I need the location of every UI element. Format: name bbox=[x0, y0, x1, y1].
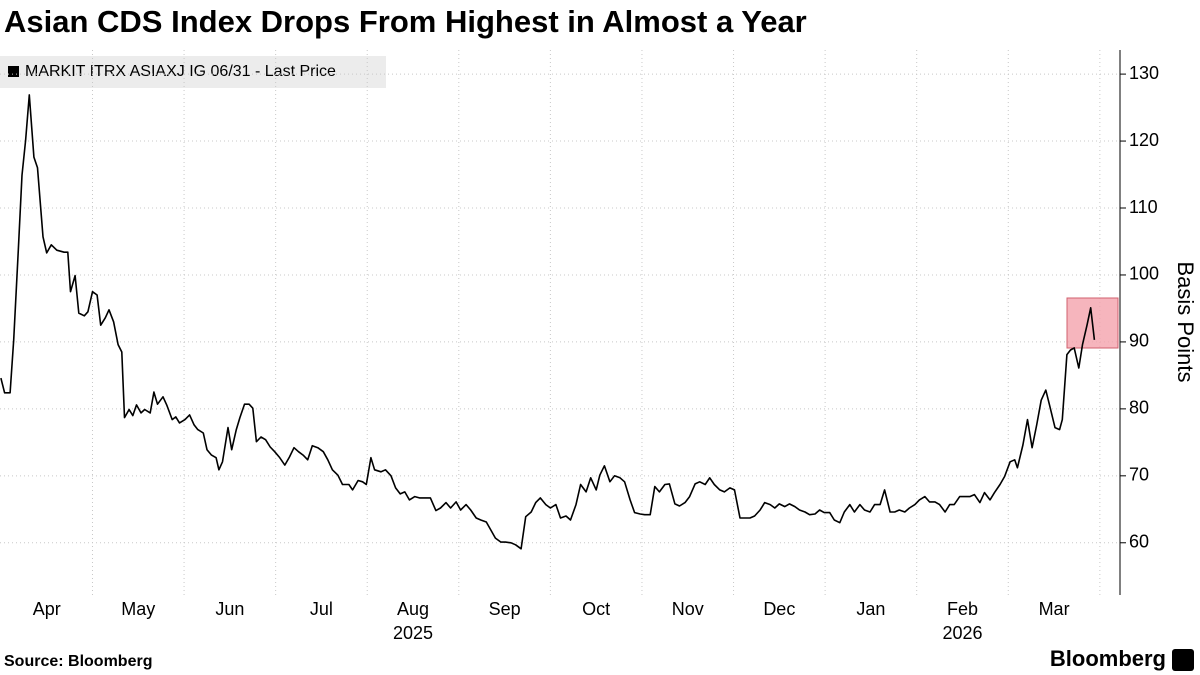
legend-box bbox=[0, 56, 386, 88]
y-tick-label: 70 bbox=[1129, 465, 1149, 485]
x-tick-label: May bbox=[121, 599, 155, 619]
y-tick-label: 100 bbox=[1129, 264, 1159, 284]
x-tick-label: Oct bbox=[582, 599, 610, 619]
y-tick-label: 130 bbox=[1129, 63, 1159, 83]
series-line bbox=[0, 94, 1096, 550]
x-tick-label: Apr bbox=[33, 599, 61, 619]
x-tick-label: Feb bbox=[947, 599, 978, 619]
y-tick-label: 90 bbox=[1129, 331, 1149, 351]
year-label: 2025 bbox=[393, 623, 433, 643]
legend-swatch bbox=[8, 66, 19, 77]
legend-label: MARKIT ITRX ASIAXJ IG 06/31 - Last Price bbox=[25, 63, 336, 80]
chart-title: Asian CDS Index Drops From Highest in Al… bbox=[4, 4, 807, 39]
y-tick-label: 110 bbox=[1129, 197, 1158, 217]
year-label: 2026 bbox=[942, 623, 982, 643]
brand: Bloomberg bbox=[1050, 646, 1166, 671]
x-tick-label: Jul bbox=[310, 599, 333, 619]
x-tick-label: Aug bbox=[397, 599, 429, 619]
x-tick-label: Sep bbox=[489, 599, 521, 619]
x-tick-label: Dec bbox=[763, 599, 795, 619]
y-axis-label: Basis Points bbox=[1173, 261, 1198, 382]
y-tick-label: 120 bbox=[1129, 130, 1159, 150]
x-tick-label: Jan bbox=[856, 599, 885, 619]
x-tick-label: Jun bbox=[215, 599, 244, 619]
brand-icon bbox=[1172, 649, 1194, 671]
x-tick-label: Mar bbox=[1039, 599, 1070, 619]
y-tick-label: 80 bbox=[1129, 398, 1149, 418]
x-tick-label: Nov bbox=[672, 599, 704, 619]
source: Source: Bloomberg bbox=[4, 653, 152, 670]
y-tick-label: 60 bbox=[1129, 532, 1149, 552]
